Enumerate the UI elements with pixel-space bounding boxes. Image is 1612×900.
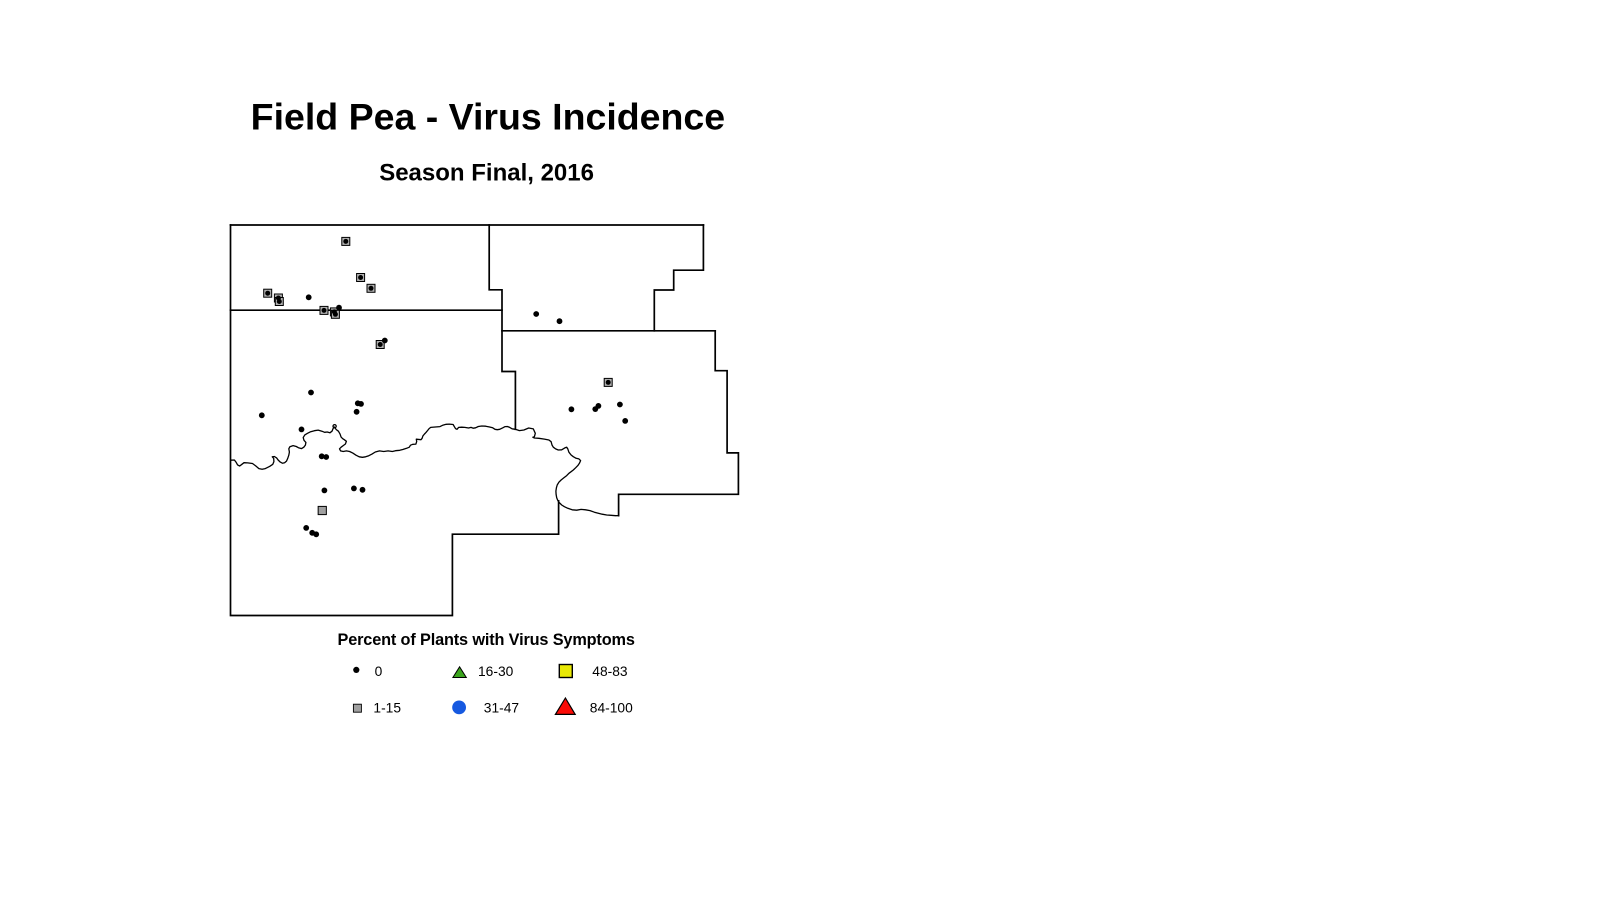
svg-text:0: 0 — [375, 664, 383, 679]
svg-text:48-83: 48-83 — [592, 664, 628, 679]
svg-text:16-30: 16-30 — [478, 664, 514, 679]
svg-text:31-47: 31-47 — [484, 700, 519, 715]
svg-text:84-100: 84-100 — [590, 700, 633, 715]
svg-text:Season Final, 2016: Season Final, 2016 — [379, 159, 594, 186]
svg-text:Percent of Plants with Virus S: Percent of Plants with Virus Symptoms — [338, 631, 635, 649]
svg-text:Field Pea - Virus Incidence: Field Pea - Virus Incidence — [251, 96, 725, 138]
svg-text:1-15: 1-15 — [373, 700, 401, 715]
